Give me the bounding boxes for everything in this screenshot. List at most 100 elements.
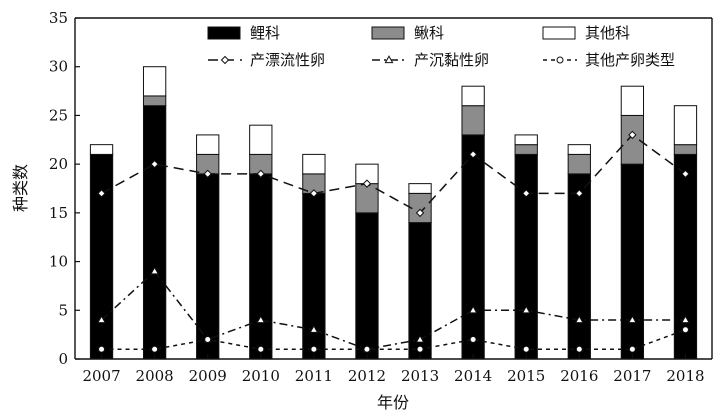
point-series-1-2015 (521, 305, 531, 314)
point-series-0-2014 (468, 150, 478, 159)
bar-2018-series-1 (673, 144, 698, 155)
point-series-2-2015 (522, 345, 530, 353)
point-series-0-2010 (256, 169, 265, 179)
x-tick-label-2013: 2013 (401, 367, 439, 385)
y-tick-label-10: 10 (49, 253, 68, 271)
bar-2012-series-0 (355, 212, 379, 360)
point-series-2-2012 (363, 345, 371, 353)
point-series-1-2013 (415, 334, 425, 343)
legend-swatch-bar-2 (542, 26, 576, 40)
bar-2014-series-0 (461, 134, 485, 360)
bar-2015-series-1 (514, 144, 538, 155)
bar-2018-series-2 (673, 105, 698, 146)
bar-2017-series-2 (620, 85, 645, 116)
x-tick-label-2017: 2017 (613, 367, 651, 385)
point-series-1-2017 (627, 315, 637, 324)
bar-2007-series-0 (89, 153, 114, 360)
y-tick-label-35: 35 (49, 9, 68, 27)
point-series-2-2018 (681, 326, 689, 334)
x-tick-label-2018: 2018 (666, 367, 704, 385)
y-tick-label-30: 30 (49, 58, 68, 76)
x-tick-label-2008: 2008 (136, 367, 174, 385)
point-series-0-2015 (522, 189, 531, 198)
point-series-1-2016 (574, 315, 584, 324)
y-tick-label-5: 5 (58, 301, 68, 319)
x-axis-title: 年份 (377, 393, 409, 412)
y-tick-label-0: 0 (58, 350, 68, 368)
legend-label-bar-0: 鲤科 (250, 24, 280, 42)
y-tick-label-20: 20 (49, 155, 68, 173)
bar-2008-series-0 (142, 105, 167, 360)
legend-marker-line-0 (220, 55, 230, 65)
x-tick-label-2009: 2009 (189, 367, 227, 385)
point-series-0-2011 (309, 189, 319, 198)
point-series-1-2010 (256, 315, 266, 324)
legend-label-bar-2: 其他科 (585, 24, 630, 42)
lines-layer (97, 130, 690, 353)
bar-2010-series-2 (249, 124, 273, 155)
bar-2013-series-2 (408, 183, 432, 194)
point-series-0-2008 (150, 159, 159, 169)
bar-2014-series-2 (461, 85, 485, 107)
axes-layer (74, 17, 713, 360)
bar-2012-series-1 (355, 183, 379, 214)
point-series-1-2011 (309, 324, 319, 333)
point-series-2-2013 (416, 345, 424, 353)
point-series-2-2009 (204, 336, 212, 344)
bar-2008-series-2 (142, 66, 167, 97)
bar-2011-series-2 (302, 153, 326, 175)
x-tick-label-2014: 2014 (454, 367, 492, 385)
point-series-2-2007 (98, 345, 106, 353)
point-series-0-2007 (97, 189, 106, 198)
legend-swatch-bar-0 (207, 26, 241, 40)
point-series-2-2011 (310, 345, 318, 353)
legend-marker-line-1 (384, 55, 394, 64)
x-tick-label-2016: 2016 (560, 367, 598, 385)
point-series-0-2012 (362, 179, 372, 188)
line-series-2 (101, 329, 686, 351)
bars-layer (89, 66, 698, 360)
point-series-0-2009 (203, 169, 212, 179)
point-series-2-2017 (628, 345, 636, 353)
x-tick-label-2015: 2015 (507, 367, 545, 385)
bar-2009-series-2 (196, 134, 220, 155)
point-series-1-2007 (97, 315, 106, 324)
x-ticks: 2007 2008 2009 2010 2011 2012 2013 2014 2015 2016… (82, 354, 705, 385)
x-tick-label-2010: 2010 (242, 367, 280, 385)
bar-2010-series-0 (249, 173, 273, 360)
legend-label-bar-1: 鳅科 (414, 24, 444, 42)
bar-2015-series-0 (514, 153, 538, 360)
legend-label-line-0: 产漂流性卵 (250, 51, 325, 69)
bar-2014-series-1 (461, 105, 485, 136)
x-tick-label-2011: 2011 (295, 367, 333, 385)
x-tick-label-2007: 2007 (82, 367, 120, 385)
y-axis-title: 种类数 (11, 164, 30, 212)
y-tick-label-25: 25 (49, 106, 68, 124)
y-ticks: 0 5 10 15 20 25 30 35 (49, 9, 80, 368)
point-series-0-2018 (681, 169, 690, 179)
legend-label-line-2: 其他产卵类型 (585, 51, 675, 69)
legend-marker-line-2 (556, 56, 564, 64)
point-series-2-2014 (469, 336, 477, 344)
bar-2016-series-1 (567, 153, 591, 175)
point-series-0-2013 (415, 208, 425, 218)
x-tick-label-2012: 2012 (348, 367, 386, 385)
line-series-0 (101, 133, 686, 214)
legend-swatch-bar-1 (371, 26, 405, 40)
bar-2009-series-0 (196, 173, 220, 360)
bar-2017-series-0 (620, 163, 645, 360)
point-series-2-2016 (575, 345, 583, 353)
legend-label-line-1: 产沉黏性卵 (414, 51, 489, 69)
bar-2016-series-2 (567, 144, 591, 155)
point-series-0-2016 (575, 189, 584, 198)
bar-2011-series-0 (302, 192, 326, 360)
bar-2016-series-0 (567, 173, 591, 360)
bar-2008-series-1 (142, 95, 167, 107)
point-series-2-2008 (151, 345, 159, 353)
point-series-0-2017 (628, 130, 637, 140)
point-series-1-2008 (150, 266, 160, 275)
point-series-1-2014 (468, 305, 478, 314)
point-series-1-2018 (681, 315, 690, 324)
